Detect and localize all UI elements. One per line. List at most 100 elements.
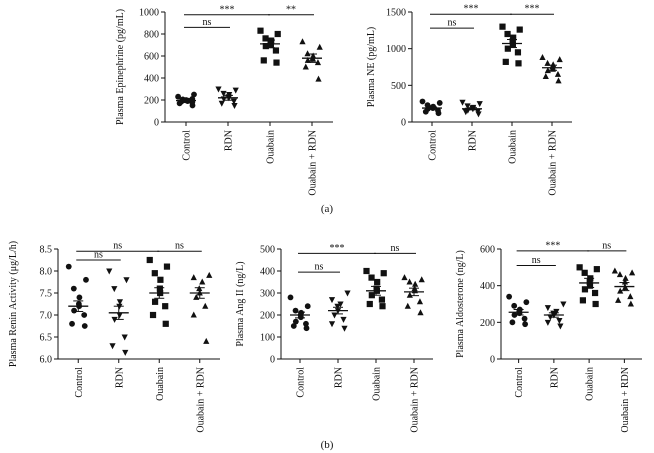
data-point-control <box>290 323 297 329</box>
data-point-ouabain <box>515 60 522 67</box>
significance-label: *** <box>464 4 479 15</box>
data-point-rdn <box>334 303 341 310</box>
y-tick-label: 0 <box>490 355 495 366</box>
data-point-rdn <box>464 103 471 110</box>
y-tick-label: 6.0 <box>40 355 53 366</box>
chart-plasma-ang-ii: 0 100 200 300 400 500 Plasma Ang II (ng/L) Cont… <box>235 243 433 433</box>
data-point-ouabain <box>368 274 375 281</box>
data-point-control <box>65 263 72 270</box>
data-point-rdn <box>341 325 348 332</box>
data-point-control <box>303 320 309 327</box>
x-tick-label-rdn: RDN <box>224 130 235 151</box>
data-point-ouabain-rdn <box>554 70 562 77</box>
data-point-ouabain <box>516 26 523 33</box>
data-point-rdn <box>556 318 563 324</box>
data-point-ouabain-rdn <box>556 56 563 63</box>
data-point-ouabain-rdn <box>416 298 424 305</box>
data-point-ouabain <box>162 320 169 327</box>
data-point-control <box>292 318 299 325</box>
data-point-ouabain-rdn <box>628 269 636 276</box>
y-axis-label: Plasma Aldosterone (ng/L) <box>455 250 466 358</box>
significance-label: ns <box>113 241 122 252</box>
data-point-ouabain <box>262 43 269 50</box>
significance-label: ns <box>203 17 212 28</box>
y-tick-label: 8.0 <box>40 267 53 278</box>
y-tick-label: 0 <box>401 118 406 129</box>
y-tick-label: 600 <box>144 52 159 63</box>
data-point-ouabain-rdn <box>314 59 322 66</box>
data-point-ouabain-rdn <box>406 291 413 298</box>
data-point-control <box>419 98 426 105</box>
data-point-rdn <box>121 334 128 341</box>
x-tick-label-ouabain: Ouabain <box>585 367 596 401</box>
chart-plasma-aldosterone: 0 200 400 600 Plasma Aldosterone (ng/L) Contr… <box>455 240 642 433</box>
data-point-control <box>522 321 529 328</box>
data-point-control <box>81 312 88 318</box>
data-point-ouabain <box>514 49 522 56</box>
data-point-ouabain-rdn <box>555 77 562 84</box>
data-point-ouabain-rdn <box>418 276 425 283</box>
data-point-rdn <box>544 319 551 326</box>
y-axis-label: Plasma Renin Activity (μg/L/h) <box>8 241 19 367</box>
y-tick-label: 200 <box>260 311 275 322</box>
data-point-ouabain <box>366 300 373 308</box>
data-point-control <box>191 91 197 98</box>
x-tick-label-rdn: RDN <box>114 367 125 388</box>
y-tick-label: 200 <box>144 96 159 107</box>
data-point-ouabain <box>380 270 387 277</box>
x-tick-label-rdn: RDN <box>334 367 345 388</box>
data-point-ouabain-rdn <box>406 278 413 285</box>
data-point-ouabain <box>504 45 511 52</box>
data-point-ouabain-rdn <box>611 267 618 274</box>
panel-label-b: (b) <box>321 439 334 451</box>
y-tick-label: 0 <box>270 355 275 366</box>
data-point-rdn <box>231 103 238 109</box>
data-point-ouabain <box>162 303 169 310</box>
data-point-ouabain-rdn <box>302 63 309 70</box>
data-point-ouabain-rdn <box>316 43 323 50</box>
x-tick-label-ouabain: Ouabain <box>155 367 166 401</box>
data-point-ouabain-rdn <box>315 75 322 82</box>
significance-label: ** <box>286 4 296 15</box>
y-tick-label: 7.5 <box>40 289 53 300</box>
x-tick-label-rdn: RDN <box>549 367 560 388</box>
data-point-ouabain <box>510 34 517 41</box>
data-point-rdn <box>337 301 344 308</box>
data-point-ouabain <box>579 297 587 304</box>
y-tick-label: 7.0 <box>40 311 53 322</box>
data-point-ouabain <box>156 285 163 292</box>
y-tick-label: 600 <box>480 245 495 256</box>
data-point-rdn <box>557 323 564 330</box>
significance-label: ns <box>175 241 184 252</box>
data-point-rdn <box>111 286 118 293</box>
significance-label: *** <box>330 243 345 254</box>
significance-label: *** <box>545 240 560 251</box>
chart-plasma-epinephrine: 0 200 400 600 800 1000 Plasma Epinephrine (pg/… <box>115 4 333 196</box>
data-point-ouabain-rdn <box>206 271 213 278</box>
data-point-rdn <box>344 290 351 297</box>
data-point-ouabain <box>591 289 599 297</box>
data-point-ouabain <box>373 285 380 292</box>
data-point-rdn <box>340 316 347 323</box>
data-point-ouabain-rdn <box>404 302 411 309</box>
data-point-ouabain <box>593 266 600 273</box>
x-tick-label-ouabain: Ouabain <box>266 130 277 164</box>
data-point-rdn <box>106 268 113 275</box>
data-point-ouabain-rdn <box>622 274 629 281</box>
data-point-control <box>436 100 443 106</box>
data-point-control <box>76 294 83 301</box>
data-point-rdn <box>553 308 560 315</box>
data-point-ouabain <box>257 27 264 34</box>
data-point-ouabain-rdn <box>627 293 634 300</box>
data-point-ouabain <box>374 278 381 286</box>
y-tick-label: 1000 <box>386 44 406 55</box>
x-tick-label-control: Control <box>182 130 193 161</box>
x-tick-label-ouabain: Ouabain <box>372 367 383 401</box>
data-point-ouabain-rdn <box>304 50 311 57</box>
data-point-ouabain-rdn <box>299 38 306 45</box>
y-tick-label: 800 <box>144 30 159 41</box>
data-point-ouabain <box>499 23 506 30</box>
x-tick-label-control: Control <box>428 130 439 161</box>
data-point-ouabain <box>268 37 275 44</box>
data-point-ouabain <box>272 47 280 54</box>
